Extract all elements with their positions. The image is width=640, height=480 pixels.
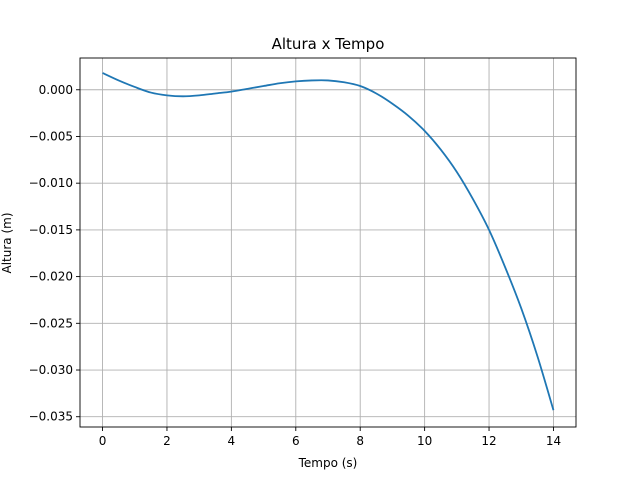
y-tick-label: 0.000 xyxy=(39,83,73,97)
y-tick-label: −0.025 xyxy=(29,316,73,330)
x-tick-label: 2 xyxy=(163,434,171,448)
y-tick-label: −0.010 xyxy=(29,176,73,190)
x-tick-label: 14 xyxy=(546,434,561,448)
series-layer xyxy=(102,72,555,411)
y-tick-label: −0.030 xyxy=(29,363,73,377)
x-tick-label: 10 xyxy=(417,434,432,448)
x-tick-label: 12 xyxy=(481,434,496,448)
y-tick-label: −0.005 xyxy=(29,129,73,143)
x-tick-label: 8 xyxy=(356,434,364,448)
series-line-0 xyxy=(102,72,555,411)
y-tick-label: −0.020 xyxy=(29,270,73,284)
x-tick-label: 6 xyxy=(292,434,300,448)
grid-layer xyxy=(80,58,576,427)
plot-frame xyxy=(79,57,577,428)
y-tick-label: −0.015 xyxy=(29,223,73,237)
y-tick-label: −0.035 xyxy=(29,410,73,424)
chart-title: Altura x Tempo xyxy=(272,35,385,53)
y-axis-label: Altura (m) xyxy=(0,212,14,273)
x-axis-label: Tempo (s) xyxy=(298,456,358,470)
x-tick-label: 0 xyxy=(99,434,107,448)
x-tick-label: 4 xyxy=(228,434,236,448)
tick-layer: 0 2 4 6 8 10 12 14 0.000 −0.005 −0.010 −0.015 −0.020… xyxy=(29,83,562,448)
